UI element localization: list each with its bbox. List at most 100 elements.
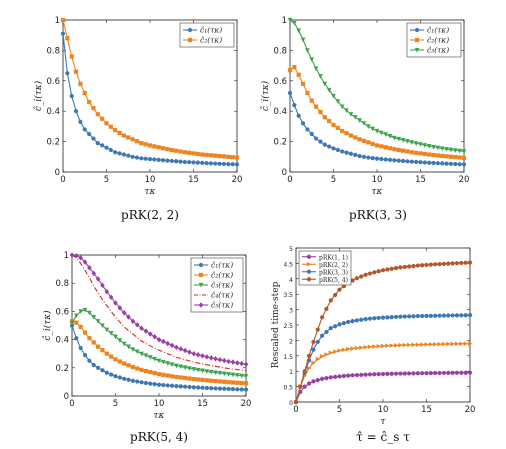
data-point <box>315 339 320 345</box>
data-point <box>87 131 92 137</box>
data-point <box>121 152 126 157</box>
data-point <box>431 152 436 158</box>
data-point <box>389 266 394 271</box>
data-point <box>104 370 109 375</box>
data-point <box>350 278 355 283</box>
data-point <box>82 127 87 132</box>
data-point <box>300 37 306 43</box>
data-point <box>126 314 131 320</box>
data-point <box>300 121 306 126</box>
x-tick-label: 15 <box>188 175 199 185</box>
data-point <box>217 161 222 166</box>
data-point <box>178 375 183 380</box>
data-point <box>441 370 446 376</box>
data-point <box>292 20 297 26</box>
data-point <box>328 375 333 380</box>
data-point <box>367 316 373 321</box>
legend: ĉ₁(τκ)ĉ₂(τκ) <box>179 22 235 48</box>
data-point <box>324 376 329 381</box>
data-point <box>459 313 464 318</box>
data-point <box>322 81 328 87</box>
data-point <box>337 374 342 379</box>
data-point <box>341 347 347 353</box>
data-point <box>414 150 419 155</box>
data-point <box>411 371 416 376</box>
data-point <box>91 270 97 277</box>
data-point <box>324 306 329 311</box>
data-point <box>402 314 407 319</box>
data-point <box>353 152 358 157</box>
data-point <box>398 265 403 270</box>
data-point <box>287 90 293 96</box>
data-point <box>230 380 236 385</box>
data-point <box>169 147 174 153</box>
data-point <box>143 368 149 374</box>
series-2 <box>60 17 240 160</box>
data-point <box>213 356 218 362</box>
data-point <box>448 154 454 159</box>
data-point <box>117 305 123 311</box>
data-point <box>433 262 438 267</box>
data-point <box>331 146 336 151</box>
y-axis-label: ĉ_i(τκ) <box>33 80 44 111</box>
data-point <box>113 374 118 379</box>
data-point <box>113 128 118 133</box>
data-point <box>346 346 351 352</box>
x-tick-label: 20 <box>232 175 243 185</box>
data-point <box>82 330 88 335</box>
data-point <box>415 313 420 319</box>
data-point <box>204 378 209 383</box>
data-point <box>374 128 380 134</box>
data-point <box>130 154 135 159</box>
data-point <box>376 372 381 377</box>
data-point <box>357 118 362 123</box>
data-point <box>182 365 188 370</box>
data-point <box>234 162 240 167</box>
data-point <box>230 359 236 365</box>
data-point <box>306 381 312 386</box>
data-point <box>73 109 79 114</box>
data-point <box>213 161 218 166</box>
data-point <box>420 371 425 376</box>
data-point <box>352 115 358 120</box>
data-point <box>309 57 315 63</box>
data-point <box>82 259 88 265</box>
data-point <box>457 155 462 160</box>
data-point <box>104 351 109 356</box>
data-point <box>467 313 473 318</box>
legend: pRK(1, 1)pRK(2, 2)pRK(3, 3)pRK(5, 4) <box>298 250 352 286</box>
data-point <box>169 158 174 164</box>
data-point <box>230 387 236 392</box>
data-point <box>385 267 390 272</box>
data-point <box>402 371 407 376</box>
legend-marker <box>198 282 204 288</box>
data-point <box>221 161 227 167</box>
data-point <box>78 324 83 330</box>
data-point <box>313 66 319 72</box>
data-point <box>78 255 84 261</box>
data-point <box>226 154 231 159</box>
legend-marker <box>198 272 204 278</box>
data-point <box>165 383 170 388</box>
data-point <box>398 342 403 348</box>
data-point <box>396 136 402 142</box>
data-point <box>134 139 140 144</box>
data-point <box>405 149 410 154</box>
data-point <box>95 112 100 117</box>
data-point <box>82 353 88 358</box>
data-point <box>305 48 310 53</box>
data-point <box>152 370 157 376</box>
data-point <box>441 261 446 266</box>
data-point <box>414 159 419 165</box>
data-point <box>87 99 92 105</box>
data-point <box>178 346 184 352</box>
data-point <box>387 157 393 162</box>
data-point <box>324 352 329 357</box>
data-point <box>104 121 109 126</box>
data-point <box>393 343 399 348</box>
data-point <box>459 341 464 347</box>
y-tick-label: 1 <box>64 251 69 261</box>
data-point <box>393 314 399 320</box>
data-point <box>178 159 183 164</box>
x-tick-label: 15 <box>415 175 426 185</box>
